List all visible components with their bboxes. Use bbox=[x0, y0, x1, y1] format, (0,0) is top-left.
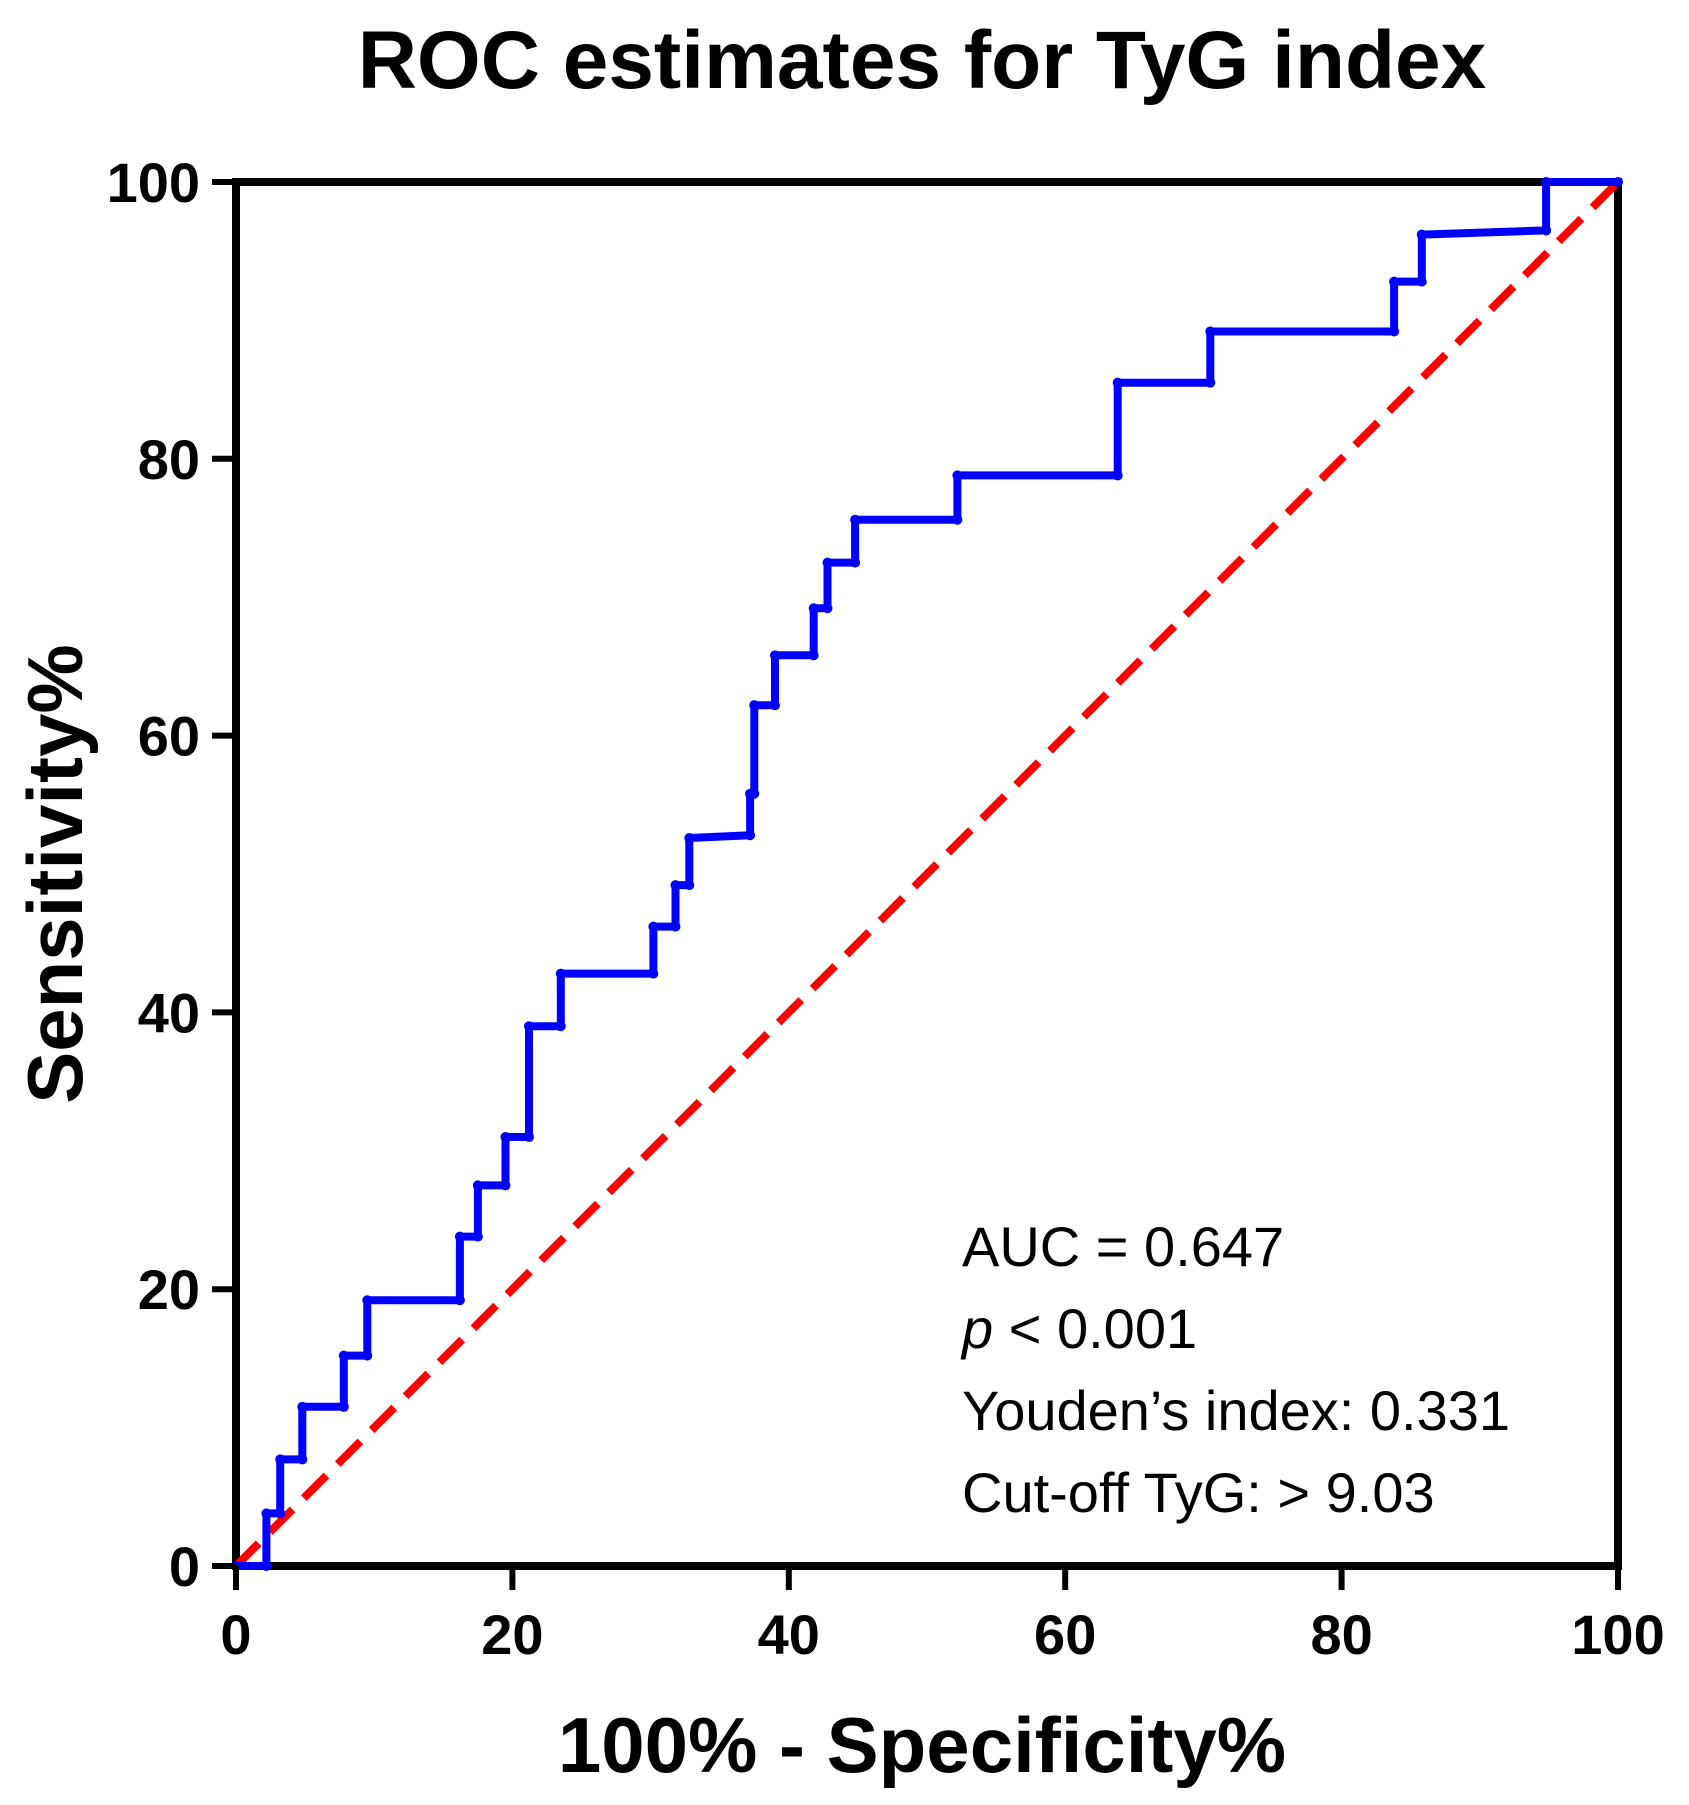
y-tick-label: 20 bbox=[138, 1258, 200, 1321]
y-tick-label: 100 bbox=[107, 151, 200, 214]
plot-area bbox=[232, 178, 1622, 1570]
youden-index-text: Youden’s index: 0.331 bbox=[962, 1379, 1510, 1442]
roc-point bbox=[472, 1180, 483, 1191]
roc-point bbox=[648, 921, 659, 932]
roc-point bbox=[362, 1350, 373, 1361]
roc-point bbox=[472, 1231, 483, 1242]
roc-point bbox=[749, 788, 760, 799]
roc-point bbox=[555, 1021, 566, 1032]
auc-text: AUC = 0.647 bbox=[962, 1215, 1284, 1278]
p-value-text: p < 0.001 bbox=[960, 1297, 1197, 1360]
x-tick-label: 20 bbox=[481, 1603, 543, 1666]
x-axis-label: 100% - Specificity% bbox=[558, 1701, 1286, 1789]
roc-point bbox=[454, 1231, 465, 1242]
x-tick-label: 0 bbox=[220, 1603, 251, 1666]
roc-point bbox=[670, 880, 681, 891]
roc-point bbox=[1416, 229, 1427, 240]
roc-point bbox=[952, 470, 963, 481]
roc-point bbox=[1389, 276, 1400, 287]
x-tick-label: 100 bbox=[1571, 1603, 1664, 1666]
roc-point bbox=[1389, 326, 1400, 337]
roc-point bbox=[1416, 276, 1427, 287]
roc-point bbox=[338, 1401, 349, 1412]
roc-point bbox=[261, 1508, 272, 1519]
x-tick-label: 60 bbox=[1034, 1603, 1096, 1666]
p-symbol: p bbox=[960, 1297, 993, 1360]
roc-point bbox=[275, 1508, 286, 1519]
roc-point bbox=[1112, 377, 1123, 388]
roc-point bbox=[808, 603, 819, 614]
x-tick-label: 80 bbox=[1310, 1603, 1372, 1666]
chart-title: ROC estimates for TyG index bbox=[358, 15, 1487, 106]
y-axis: 0 20 40 60 80 100 bbox=[107, 151, 236, 1598]
roc-point bbox=[297, 1454, 308, 1465]
roc-point bbox=[1613, 177, 1623, 187]
roc-point bbox=[808, 650, 819, 661]
stats-annotation: AUC = 0.647 p < 0.001 Youden’s index: 0.… bbox=[960, 1215, 1510, 1524]
roc-point bbox=[555, 968, 566, 979]
roc-point bbox=[523, 1021, 534, 1032]
roc-point bbox=[952, 514, 963, 525]
roc-point bbox=[500, 1180, 511, 1191]
roc-point bbox=[523, 1131, 534, 1142]
roc-point bbox=[1205, 326, 1216, 337]
roc-point bbox=[1541, 177, 1552, 187]
roc-point bbox=[749, 700, 760, 711]
roc-point bbox=[500, 1131, 511, 1142]
roc-point bbox=[850, 514, 861, 525]
reference-line bbox=[233, 179, 1621, 1569]
chart-marks bbox=[231, 177, 1623, 1571]
roc-point bbox=[1541, 225, 1552, 236]
roc-point bbox=[362, 1295, 373, 1306]
roc-point bbox=[297, 1401, 308, 1412]
y-axis-label: Sensitivity% bbox=[11, 644, 99, 1104]
y-tick-label: 0 bbox=[169, 1535, 200, 1598]
roc-point bbox=[648, 968, 659, 979]
roc-point bbox=[670, 921, 681, 932]
cutoff-text: Cut-off TyG: > 9.03 bbox=[962, 1461, 1435, 1524]
plot-frame bbox=[232, 178, 1622, 1570]
p-value: < 0.001 bbox=[993, 1297, 1197, 1360]
roc-point bbox=[275, 1454, 286, 1465]
roc-point bbox=[822, 557, 833, 568]
y-tick-label: 80 bbox=[138, 428, 200, 491]
x-axis: 0 20 40 60 80 100 bbox=[220, 1566, 1665, 1666]
roc-point bbox=[769, 700, 780, 711]
roc-point bbox=[745, 830, 756, 841]
roc-point bbox=[1205, 377, 1216, 388]
roc-point bbox=[769, 650, 780, 661]
y-tick-label: 60 bbox=[138, 705, 200, 768]
roc-point bbox=[850, 557, 861, 568]
roc-point bbox=[454, 1295, 465, 1306]
roc-point bbox=[261, 1561, 272, 1571]
roc-point bbox=[684, 880, 695, 891]
roc-point bbox=[1112, 470, 1123, 481]
roc-point bbox=[822, 603, 833, 614]
y-tick-label: 40 bbox=[138, 981, 200, 1044]
roc-curve-line bbox=[236, 178, 1618, 1570]
x-tick-label: 40 bbox=[758, 1603, 820, 1666]
roc-point bbox=[338, 1350, 349, 1361]
roc-point bbox=[684, 833, 695, 844]
